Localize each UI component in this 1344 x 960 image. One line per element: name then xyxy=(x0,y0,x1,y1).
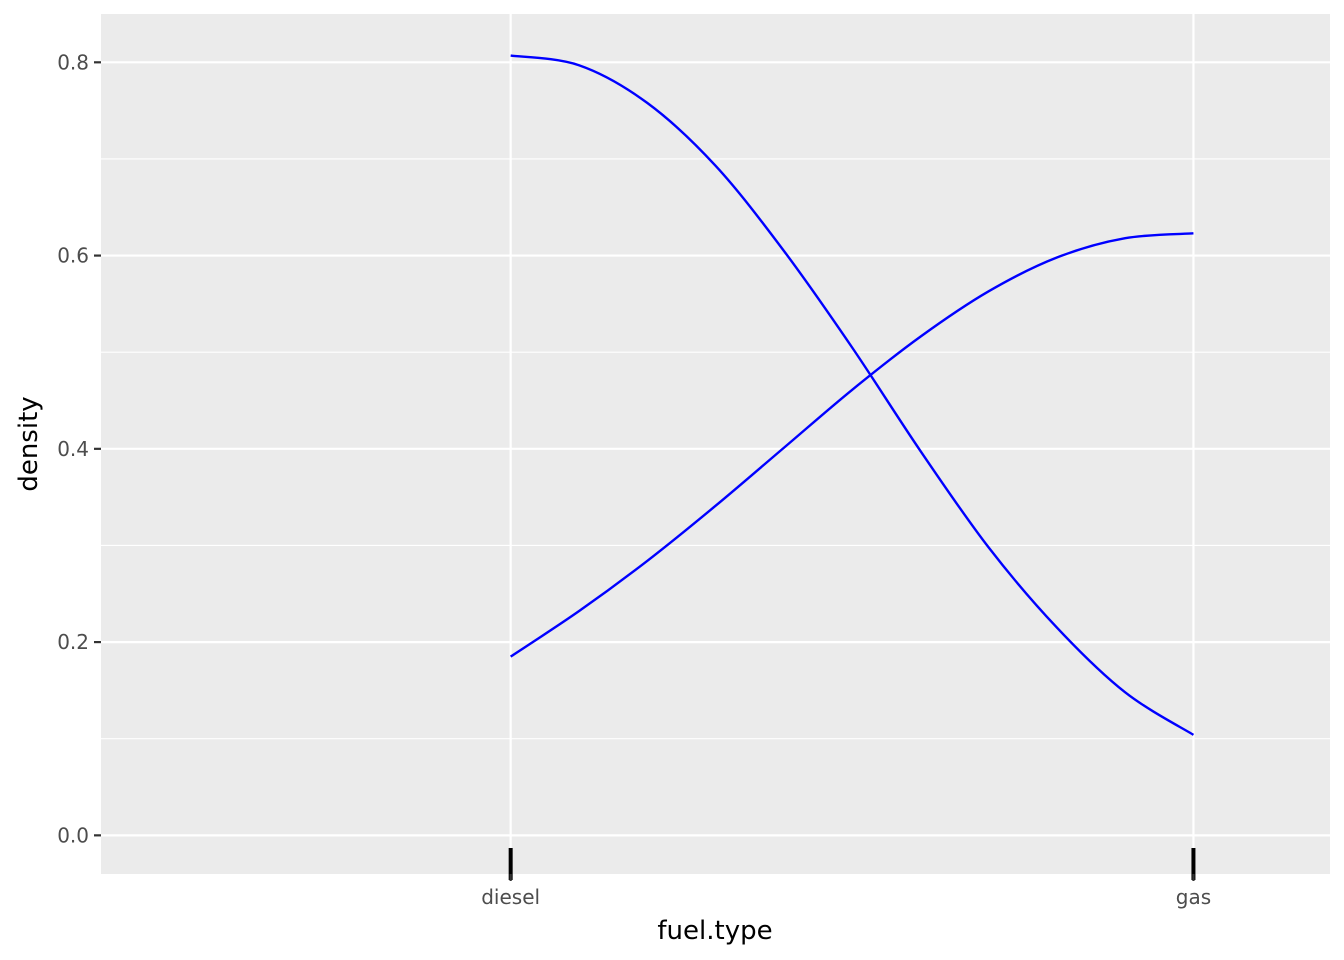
y-tick-label: 0.6 xyxy=(57,244,89,268)
y-tick-label: 0.8 xyxy=(57,50,89,74)
y-axis-title: density xyxy=(14,396,44,491)
density-line-2 xyxy=(510,232,1194,658)
x-tick-label-diesel: diesel xyxy=(481,885,540,909)
y-tick-label: 0.0 xyxy=(57,823,89,847)
y-tick-label: 0.4 xyxy=(57,437,89,461)
density-series xyxy=(510,54,1195,736)
x-axis-title: fuel.type xyxy=(657,916,772,946)
density-line-1 xyxy=(510,54,1195,736)
axes: 0.0 0.2 0.4 0.6 0.8 diesel gas xyxy=(57,50,1211,909)
y-tick-label: 0.2 xyxy=(57,630,89,654)
plot-panel xyxy=(101,14,1330,874)
grid-lines xyxy=(101,14,1330,874)
x-tick-label-gas: gas xyxy=(1176,885,1211,909)
